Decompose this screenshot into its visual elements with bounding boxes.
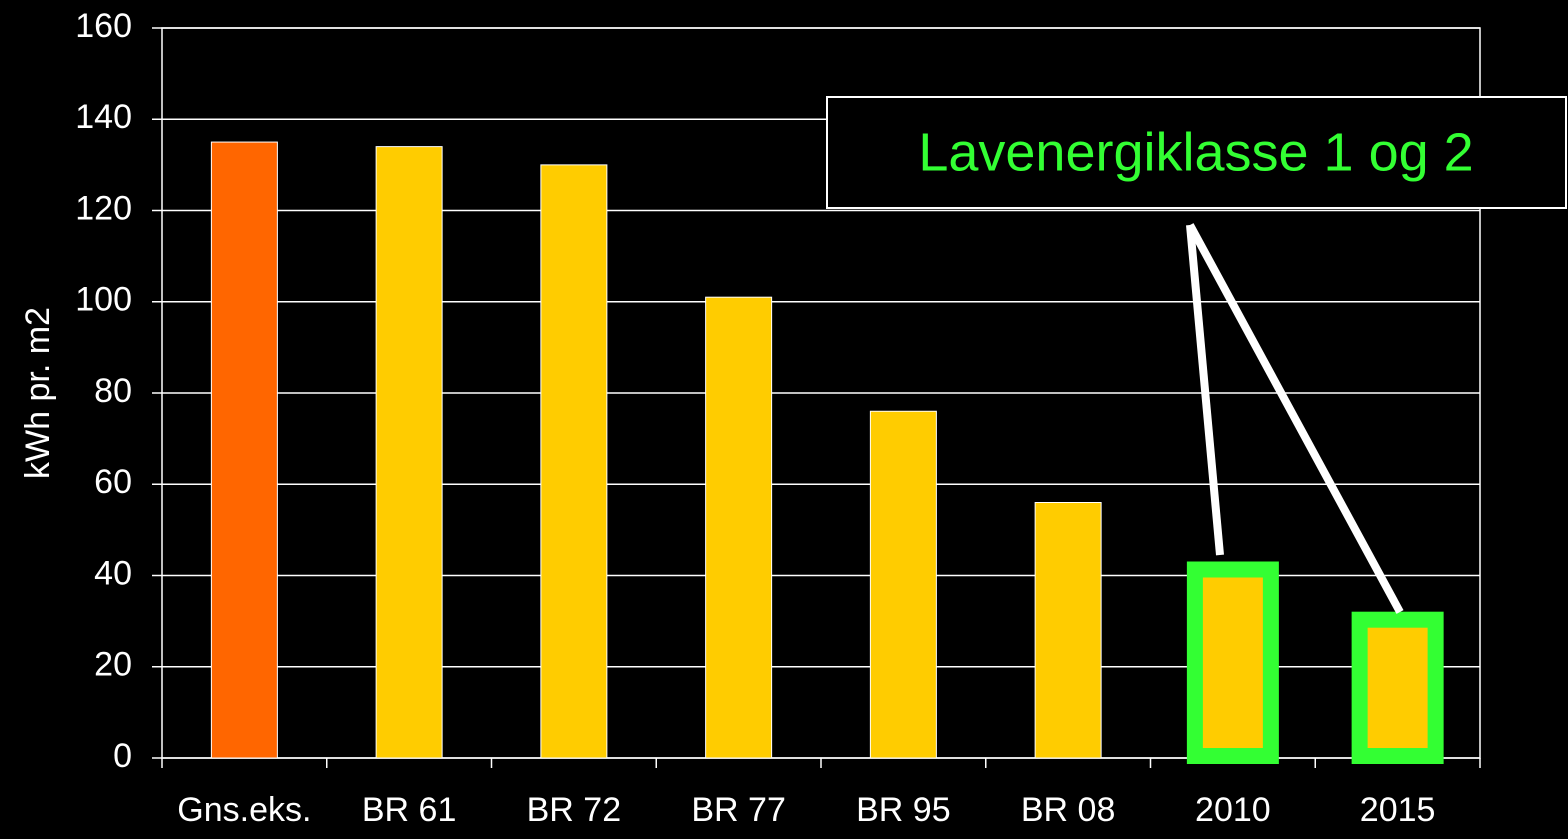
y-tick-label: 140 — [75, 98, 132, 136]
annotation-box — [826, 96, 1567, 209]
bar — [210, 141, 278, 759]
bar — [1360, 625, 1435, 758]
bar-highlight — [1186, 561, 1279, 764]
x-tick-label: 2015 — [1360, 791, 1436, 829]
y-tick-label: 160 — [75, 7, 132, 45]
x-tick-label: 2010 — [1195, 791, 1271, 829]
bar-highlight — [1351, 611, 1444, 764]
y-tick-label: 0 — [113, 737, 132, 775]
x-tick-label: BR 77 — [691, 791, 786, 829]
y-tick-label: 100 — [75, 281, 132, 319]
y-tick-label: 80 — [94, 372, 132, 410]
x-tick-label: BR 61 — [362, 791, 457, 829]
bar — [375, 146, 443, 759]
bar — [1034, 502, 1102, 759]
y-tick-label: 120 — [75, 189, 132, 227]
y-tick-label: 40 — [94, 554, 132, 592]
bar — [540, 164, 608, 759]
x-tick-label: BR 95 — [856, 791, 951, 829]
x-tick-label: BR 72 — [527, 791, 622, 829]
y-tick-label: 20 — [94, 646, 132, 684]
x-tick-label: Gns.eks. — [177, 791, 311, 829]
y-axis-label: kWh pr. m2 — [19, 307, 57, 479]
bar — [705, 296, 773, 759]
y-tick-label: 60 — [94, 463, 132, 501]
x-tick-label: BR 08 — [1021, 791, 1116, 829]
annotation-arrow — [1186, 224, 1224, 556]
bar — [1195, 575, 1270, 758]
annotation: Lavenergiklasse 1 og 2 — [918, 122, 1473, 182]
bar — [869, 410, 937, 759]
annotation-arrow — [1186, 223, 1404, 614]
